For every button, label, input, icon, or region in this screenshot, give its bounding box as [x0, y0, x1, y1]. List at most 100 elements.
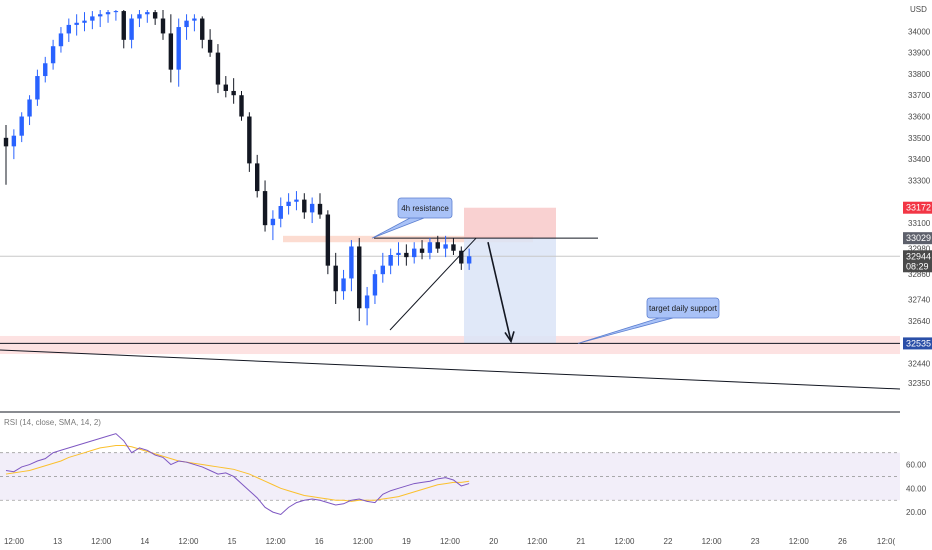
- candle-body: [19, 116, 24, 136]
- candle-body: [50, 46, 56, 64]
- price-tag-label: 32944: [906, 251, 931, 261]
- rsi-tick-label: 60.00: [906, 461, 927, 470]
- candle-body: [435, 242, 440, 249]
- price-axis[interactable]: USD 34000 33900 33800 33700 33600 33500 33400 33…: [903, 5, 932, 388]
- time-axis[interactable]: 12:00 13 12:00 14 12:00 15 12:00 16 12:00 19 12:00…: [4, 537, 895, 546]
- candle-body: [176, 27, 181, 70]
- candle-body: [168, 33, 174, 70]
- candle-body: [357, 246, 362, 309]
- candle-body: [129, 18, 134, 40]
- candle-body: [3, 137, 9, 147]
- candle-body: [380, 265, 385, 275]
- time-tick-label: 26: [838, 537, 847, 546]
- candle-body: [90, 16, 95, 21]
- candle-body: [349, 246, 354, 279]
- candle-body: [262, 191, 268, 226]
- candle-body: [137, 14, 142, 19]
- time-tick-label: 12:00: [440, 537, 461, 546]
- stop-loss-zone: [464, 207, 556, 239]
- candle-body: [302, 199, 307, 213]
- candle-body: [317, 203, 323, 215]
- price-axis-currency: USD: [910, 5, 927, 14]
- candle-body: [121, 11, 126, 40]
- price-tick-label: 32980: [908, 245, 931, 254]
- price-tick-label: 33500: [908, 134, 931, 143]
- candle-body: [184, 20, 189, 28]
- time-tick-label: 22: [664, 537, 673, 546]
- time-tick-label: 12:00: [353, 537, 374, 546]
- price-tick-label: 33300: [908, 176, 931, 185]
- candle-body: [113, 11, 119, 13]
- time-tick-label: 16: [315, 537, 324, 546]
- candle-body: [333, 265, 338, 292]
- price-tag-bg: [903, 201, 932, 214]
- candle-body: [388, 255, 393, 266]
- take-profit-zone: [464, 238, 556, 344]
- price-tag-label: 33029: [906, 233, 931, 243]
- time-tick-label: 12:00: [614, 537, 635, 546]
- candle-body: [27, 99, 32, 117]
- price-tick-label: 33700: [908, 91, 931, 100]
- candle-body: [451, 244, 456, 251]
- candle-body: [270, 218, 276, 226]
- time-tick-label: 12:00: [91, 537, 112, 546]
- rsi-pane[interactable]: RSI (14, close, SMA, 14, 2) 60.00 40.00 20.…: [0, 411, 927, 517]
- candle-body: [200, 18, 205, 40]
- candle-body: [466, 256, 472, 264]
- price-tag-bg: [903, 232, 932, 245]
- price-tick-label: 33800: [908, 70, 931, 79]
- arrow-head: [504, 331, 515, 344]
- candle-body: [58, 33, 64, 47]
- candle-body: [105, 12, 111, 15]
- candle-body: [459, 250, 464, 264]
- price-tick-label: 33100: [908, 219, 931, 228]
- candle-body: [294, 199, 299, 202]
- candle-body: [160, 18, 166, 34]
- time-tick-label: 12:00: [789, 537, 810, 546]
- chart-drawings: [0, 237, 901, 390]
- candle-body: [286, 201, 291, 206]
- time-tick-label: 13: [53, 537, 62, 546]
- candle-body: [247, 116, 252, 164]
- chart-zones: [0, 207, 900, 355]
- candle-body: [207, 39, 213, 53]
- candle-body: [372, 274, 378, 296]
- time-tick-label: 19: [402, 537, 411, 546]
- callout-target-support-box: [646, 297, 720, 319]
- price-tick-label: 34000: [908, 27, 931, 36]
- trendline-descending: [0, 349, 901, 390]
- callouts-layer: 4h resistance target daily support: [371, 197, 720, 344]
- price-tick-label: 33600: [908, 113, 931, 122]
- rsi-line: [5, 433, 470, 516]
- candles-layer: [3, 10, 472, 326]
- callout-target-support-text: target daily support: [649, 304, 718, 313]
- rsi-tick-label: 40.00: [906, 484, 927, 493]
- candle-body: [239, 95, 244, 117]
- callout-target-support: target daily support: [577, 297, 720, 344]
- candle-body: [325, 214, 331, 266]
- callout-4h-resistance-text: 4h resistance: [401, 204, 449, 213]
- time-tick-label: 12:00: [178, 537, 199, 546]
- callout-4h-resistance-box: [397, 197, 453, 219]
- time-tick-label: 14: [140, 537, 149, 546]
- price-tick-label: 32740: [908, 296, 931, 305]
- time-tick-label: 12:00: [702, 537, 723, 546]
- price-tag-countdown: 08:29: [906, 261, 929, 271]
- price-tick-label: 33900: [908, 49, 931, 58]
- candle-body: [152, 12, 158, 19]
- time-tick-label: 12:0(: [877, 537, 896, 546]
- time-tick-label: 12:00: [4, 537, 25, 546]
- candle-body: [66, 24, 71, 34]
- price-tag-label: 32535: [906, 338, 931, 348]
- candle-body: [309, 203, 315, 213]
- candle-body: [74, 22, 79, 25]
- resistance-zone: [283, 235, 533, 243]
- time-tick-label: 23: [751, 537, 760, 546]
- candle-body: [145, 12, 150, 15]
- time-tick-label: 20: [489, 537, 498, 546]
- candle-body: [215, 52, 221, 85]
- price-tick-label: 32350: [908, 379, 931, 388]
- time-tick-label: 12:00: [527, 537, 548, 546]
- time-tick-label: 21: [576, 537, 585, 546]
